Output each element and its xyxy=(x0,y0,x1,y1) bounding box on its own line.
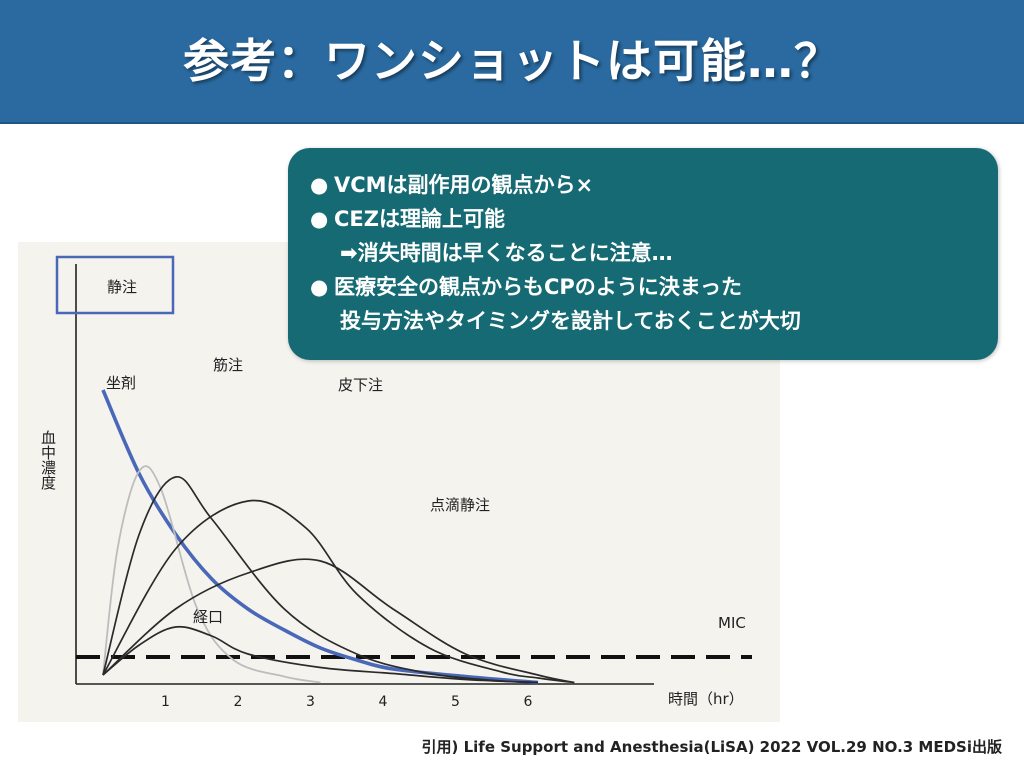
series-line-1 xyxy=(102,465,321,684)
x-tick-5: 5 xyxy=(451,694,460,710)
series-label-4: 点滴静注 xyxy=(430,496,490,514)
citation: 引用) Life Support and Anesthesia(LiSA) 20… xyxy=(421,738,1002,756)
bullet-icon: ● xyxy=(310,173,329,197)
iv-label-box xyxy=(55,255,175,315)
callout-line-3: ➡消失時間は早くなることに注意… xyxy=(310,236,978,270)
callout-text-4: 医療安全の観点からもCPのように決まった xyxy=(334,275,742,299)
bullet-icon: ● xyxy=(310,207,329,231)
series-line-3 xyxy=(102,499,575,684)
series-line-2 xyxy=(102,476,539,684)
series-label-0: 静注 xyxy=(107,278,137,296)
callout-line-4: ● 医療安全の観点からもCPのように決まった xyxy=(310,270,978,304)
slide-title: 参考：ワンショットは可能…？ xyxy=(183,34,841,88)
title-bar xyxy=(0,0,1024,124)
x-tick-3: 3 xyxy=(306,694,315,710)
x-tick-1: 1 xyxy=(161,694,170,710)
series-label-1: 坐剤 xyxy=(106,374,136,392)
callout-text-2: CEZは理論上可能 xyxy=(334,207,505,231)
series-line-4 xyxy=(102,558,575,684)
bullet-icon: ● xyxy=(310,275,329,299)
callout-line-1: ● VCMは副作用の観点から× xyxy=(310,168,978,202)
mic-label: MIC xyxy=(718,614,746,632)
series-line-5 xyxy=(102,625,539,684)
y-axis-label: 血中濃度 xyxy=(39,430,57,490)
callout-text-3: ➡消失時間は早くなることに注意… xyxy=(340,241,673,265)
series-line-0 xyxy=(101,389,539,685)
series-label-3: 皮下注 xyxy=(338,376,383,394)
x-tick-6: 6 xyxy=(524,694,533,710)
x-tick-4: 4 xyxy=(379,694,388,710)
callout-line-2: ● CEZは理論上可能 xyxy=(310,202,978,236)
series-label-5: 経口 xyxy=(193,608,223,626)
note-callout: ● VCMは副作用の観点から× ● CEZは理論上可能 ➡消失時間は早くなることに注… xyxy=(288,148,998,360)
callout-line-5: 投与方法やタイミングを設計しておくことが大切 xyxy=(310,304,978,338)
tick-group: 1 2 3 4 5 6 xyxy=(161,694,533,710)
series-label-2: 筋注 xyxy=(213,356,243,374)
x-tick-2: 2 xyxy=(234,694,243,710)
callout-text-5: 投与方法やタイミングを設計しておくことが大切 xyxy=(340,309,801,333)
callout-text-1: VCMは副作用の観点から× xyxy=(334,173,594,197)
x-axis-label: 時間（hr） xyxy=(668,690,744,708)
